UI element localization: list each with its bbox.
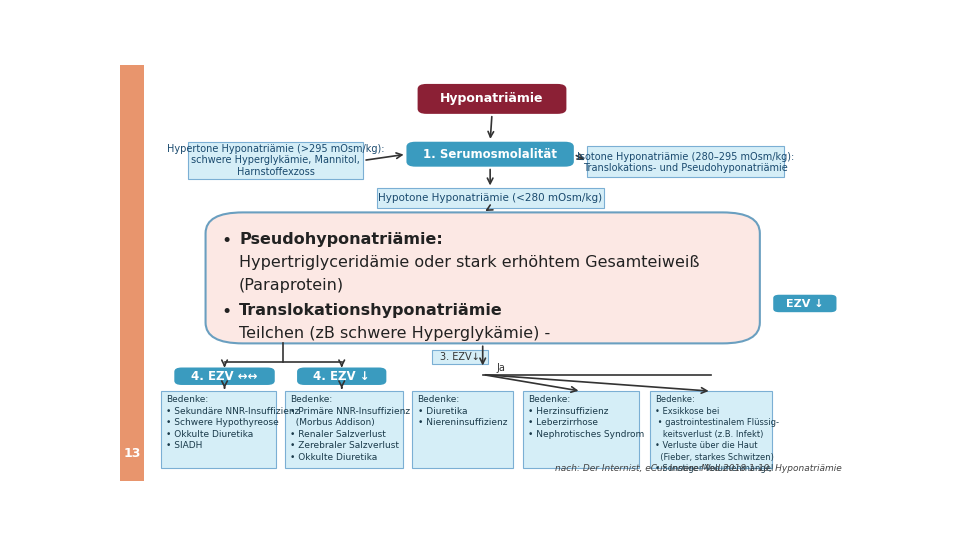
- Text: 13: 13: [123, 447, 140, 460]
- Text: •: •: [221, 232, 231, 251]
- Text: Translokationshyponatriämie: Translokationshyponatriämie: [239, 303, 503, 318]
- FancyBboxPatch shape: [523, 391, 638, 468]
- FancyBboxPatch shape: [120, 65, 144, 481]
- FancyBboxPatch shape: [205, 212, 760, 343]
- Text: Ja: Ja: [496, 363, 505, 373]
- FancyBboxPatch shape: [188, 141, 363, 179]
- FancyBboxPatch shape: [773, 295, 836, 312]
- Text: Hypotone Hyponatriämie (<280 mOsm/kg): Hypotone Hyponatriämie (<280 mOsm/kg): [378, 193, 602, 203]
- FancyBboxPatch shape: [376, 188, 604, 208]
- FancyBboxPatch shape: [285, 391, 403, 468]
- FancyBboxPatch shape: [413, 391, 513, 468]
- Text: EZV ↓: EZV ↓: [786, 299, 824, 308]
- Text: Translokations- und Pseudohyponatriämie: Translokations- und Pseudohyponatriämie: [584, 163, 788, 173]
- FancyBboxPatch shape: [175, 368, 275, 385]
- Text: 3. EZV↓: 3. EZV↓: [440, 352, 479, 362]
- FancyBboxPatch shape: [418, 84, 566, 114]
- Text: Pseudohyponatriämie:: Pseudohyponatriämie:: [239, 232, 443, 247]
- Text: nach: Der Internist, eCur Innere Med 2018 1-19, Hyponatriämie: nach: Der Internist, eCur Innere Med 201…: [555, 464, 842, 473]
- Text: •: •: [221, 303, 231, 321]
- Text: Bedenke:
• Diuretika
• Niereninsuffizienz: Bedenke: • Diuretika • Niereninsuffizien…: [418, 395, 507, 427]
- Text: Bedenke:
• Herzinsuffizienz
• Leberzirrhose
• Nephrotisches Syndrom: Bedenke: • Herzinsuffizienz • Leberzirrh…: [528, 395, 645, 438]
- Text: 4. EZV ↓: 4. EZV ↓: [313, 370, 370, 383]
- FancyBboxPatch shape: [650, 391, 773, 468]
- FancyBboxPatch shape: [406, 141, 574, 167]
- Text: 4. EZV ↔↔: 4. EZV ↔↔: [191, 370, 258, 383]
- Text: Teilchen (zB schwere Hyperglykämie) -: Teilchen (zB schwere Hyperglykämie) -: [239, 326, 550, 341]
- FancyBboxPatch shape: [588, 146, 784, 177]
- Text: Isotone Hyponatriämie (280–295 mOsm/kg):: Isotone Hyponatriämie (280–295 mOsm/kg):: [577, 152, 795, 162]
- Text: Hypertriglyceridämie oder stark erhöhtem Gesamteiweiß: Hypertriglyceridämie oder stark erhöhtem…: [239, 255, 700, 270]
- Text: Bedenke:
• Exsikkose bei
 • gastrointestinalem Flüssig-
   keitsverlust (z.B. In: Bedenke: • Exsikkose bei • gastrointesti…: [655, 395, 779, 473]
- Text: Bedenke:
• Primäre NNR-Insuffizienz
  (Morbus Addison)
• Renaler Salzverlust
• Z: Bedenke: • Primäre NNR-Insuffizienz (Mor…: [290, 395, 411, 462]
- Text: 1. Serumosmolalität: 1. Serumosmolalität: [423, 148, 557, 161]
- Text: Hypertone Hyponatriämie (>295 mOsm/kg):
schwere Hyperglykämie, Mannitol,
Harnsto: Hypertone Hyponatriämie (>295 mOsm/kg): …: [167, 144, 385, 177]
- FancyBboxPatch shape: [297, 368, 386, 385]
- Text: Bedenke:
• Sekundäre NNR-Insuffizienz
• Schwere Hypothyreose
• Okkulte Diuretika: Bedenke: • Sekundäre NNR-Insuffizienz • …: [166, 395, 300, 450]
- FancyBboxPatch shape: [432, 349, 488, 364]
- Text: Hyponatriämie: Hyponatriämie: [441, 92, 543, 105]
- Text: (Paraprotein): (Paraprotein): [239, 278, 345, 293]
- FancyBboxPatch shape: [161, 391, 276, 468]
